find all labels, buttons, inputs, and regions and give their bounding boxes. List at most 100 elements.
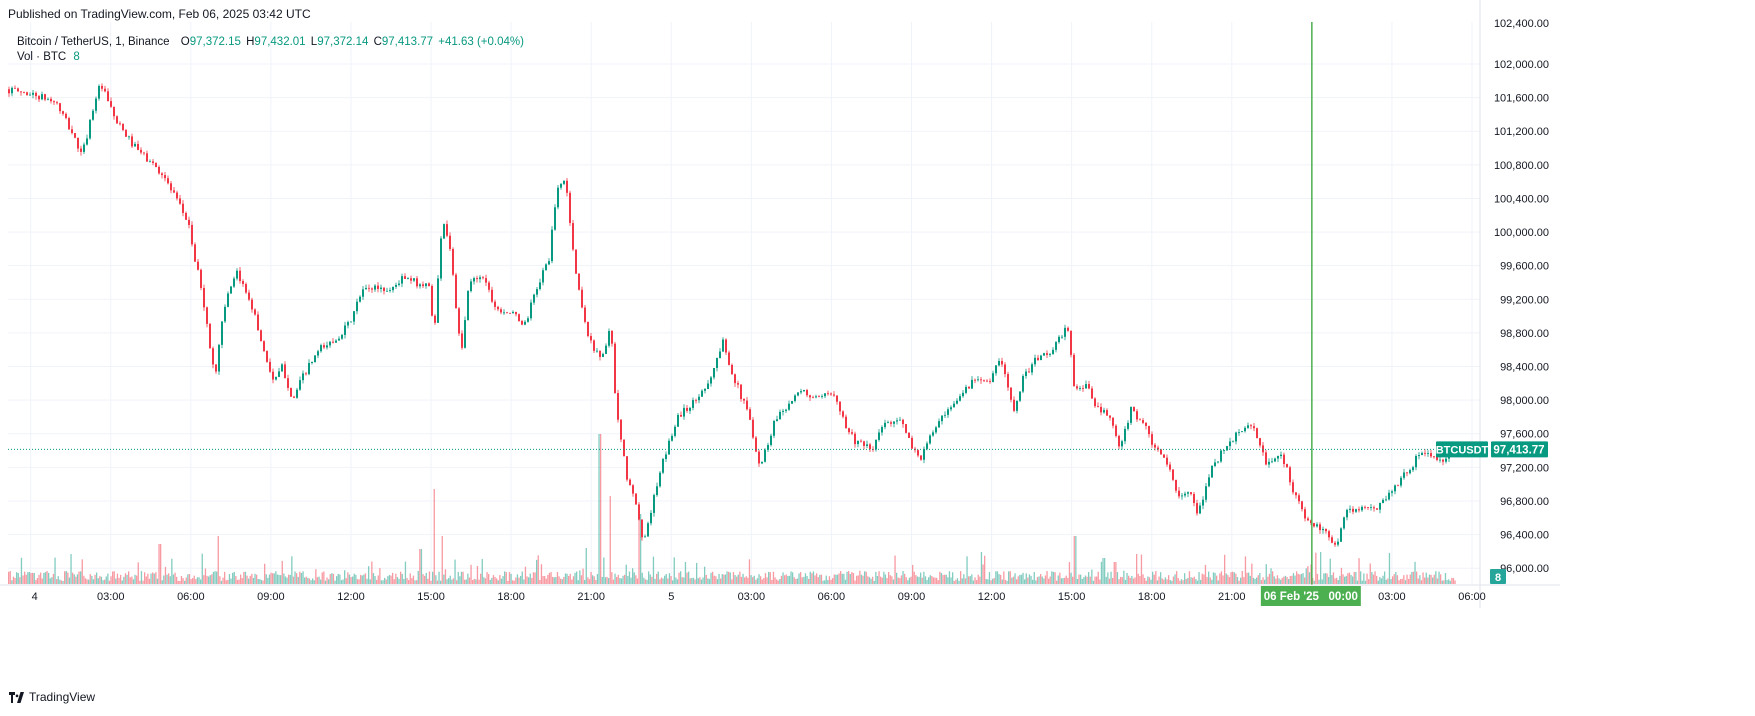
- candle-body: [62, 111, 64, 114]
- volume-bar: [403, 578, 405, 584]
- volume-bar: [844, 579, 847, 584]
- candle-body: [551, 229, 553, 262]
- volume-bar: [620, 578, 623, 584]
- time-axis[interactable]: 4 03:00 06:00 09:00 12:00 15:00 18:00 21:00 5 03:…: [32, 591, 1486, 603]
- volume-bar: [342, 579, 344, 584]
- candle-body: [1154, 444, 1156, 448]
- volume-bar: [1011, 577, 1013, 584]
- candle-body: [383, 287, 385, 292]
- candle-body: [1376, 508, 1378, 510]
- volume-bar: [1057, 575, 1059, 584]
- volume-bar: [112, 571, 114, 584]
- volume-bar: [816, 573, 818, 584]
- candle-body: [920, 455, 922, 460]
- volume-bar: [1260, 580, 1263, 584]
- candle-body: [980, 379, 982, 381]
- volume-bar: [1257, 575, 1259, 584]
- volume-bar: [355, 574, 357, 584]
- volume-bar: [923, 571, 925, 584]
- volume-bar: [35, 580, 37, 584]
- candle-body: [1421, 452, 1423, 456]
- candle-body: [917, 450, 919, 456]
- candle-body: [11, 87, 13, 94]
- volume-bar: [268, 574, 271, 584]
- volume-bar: [1308, 572, 1311, 584]
- volume-bar: [302, 571, 304, 584]
- volume-bar: [235, 576, 237, 584]
- volume-bar: [1371, 572, 1373, 584]
- candle-body: [1130, 406, 1132, 423]
- volume-bar: [1131, 575, 1133, 584]
- symbol-title[interactable]: Bitcoin / TetherUS, 1, Binance: [17, 36, 170, 48]
- volume-bar: [430, 580, 432, 584]
- volume-bar: [1320, 552, 1322, 584]
- axis-tags: BTCUSDT 97,413.77 8 06 Feb '25 00:00: [1260, 441, 1548, 606]
- volume-bar: [1441, 580, 1443, 584]
- volume-bar: [784, 575, 786, 584]
- volume-bar: [1068, 562, 1071, 584]
- price-tick-label: 97,200.00: [1500, 462, 1549, 474]
- price-axis[interactable]: 96,000.00 96,400.00 96,800.00 97,200.00 97,6…: [1494, 18, 1549, 575]
- candle-body: [563, 180, 565, 184]
- volume-bar: [420, 549, 423, 584]
- volume-bar: [1411, 571, 1413, 584]
- candle-body: [605, 345, 607, 354]
- volume-bar: [998, 574, 1000, 584]
- volume-bar: [252, 577, 255, 584]
- volume-bar: [419, 549, 421, 584]
- price-tick-label: 100,000.00: [1494, 227, 1549, 239]
- volume-bar: [411, 578, 413, 584]
- volume-bar: [110, 576, 112, 584]
- volume-bar: [267, 577, 269, 584]
- candle-body: [722, 339, 724, 352]
- volume-bar: [233, 571, 235, 584]
- volume-bar: [912, 564, 914, 584]
- tradingview-brand[interactable]: TradingView: [9, 690, 95, 704]
- candle-body: [485, 278, 487, 283]
- candle-body: [392, 286, 394, 291]
- candle-body: [20, 91, 22, 93]
- volume-bar: [836, 574, 839, 584]
- volume-bar: [393, 579, 395, 584]
- candle-body: [761, 461, 763, 464]
- volume-bar: [203, 575, 205, 584]
- volume-bar: [558, 576, 560, 584]
- volume-label[interactable]: Vol · BTC: [17, 51, 67, 63]
- candle-body: [1334, 542, 1336, 545]
- candle-body: [179, 198, 181, 204]
- volume-tag-text: 8: [1495, 572, 1501, 584]
- candle-body: [629, 479, 631, 486]
- candle-body: [947, 409, 949, 415]
- candle-body: [1142, 420, 1144, 423]
- candle-body: [953, 403, 955, 408]
- volume-bar: [764, 573, 767, 584]
- volume-bar: [507, 580, 509, 584]
- candle-body: [983, 380, 985, 382]
- volume-bar: [1121, 577, 1123, 584]
- volume-bar: [1240, 577, 1242, 584]
- volume-bar: [806, 575, 808, 584]
- volume-bar: [1112, 577, 1114, 584]
- volume-bar: [1193, 576, 1195, 584]
- volume-bar: [1024, 579, 1026, 584]
- candle-body: [1256, 428, 1258, 439]
- volume-bar: [545, 578, 547, 584]
- volume-bar: [1097, 571, 1099, 584]
- volume-bar: [9, 571, 11, 584]
- candle-body: [665, 454, 667, 459]
- volume-bar: [670, 576, 672, 584]
- volume-bar: [910, 576, 912, 584]
- volume-bar: [1385, 579, 1387, 584]
- candle-body: [1079, 388, 1081, 389]
- price-tick-label: 98,400.00: [1500, 362, 1549, 374]
- candle-body: [911, 437, 913, 449]
- volume-bar: [862, 575, 864, 584]
- volume-bar: [1148, 577, 1151, 584]
- volume-bar: [1443, 580, 1445, 584]
- volume-bar: [144, 572, 146, 584]
- candle-body: [242, 280, 244, 284]
- volume-bar: [344, 570, 346, 584]
- candle-body: [1031, 364, 1033, 373]
- candle-body: [182, 203, 184, 213]
